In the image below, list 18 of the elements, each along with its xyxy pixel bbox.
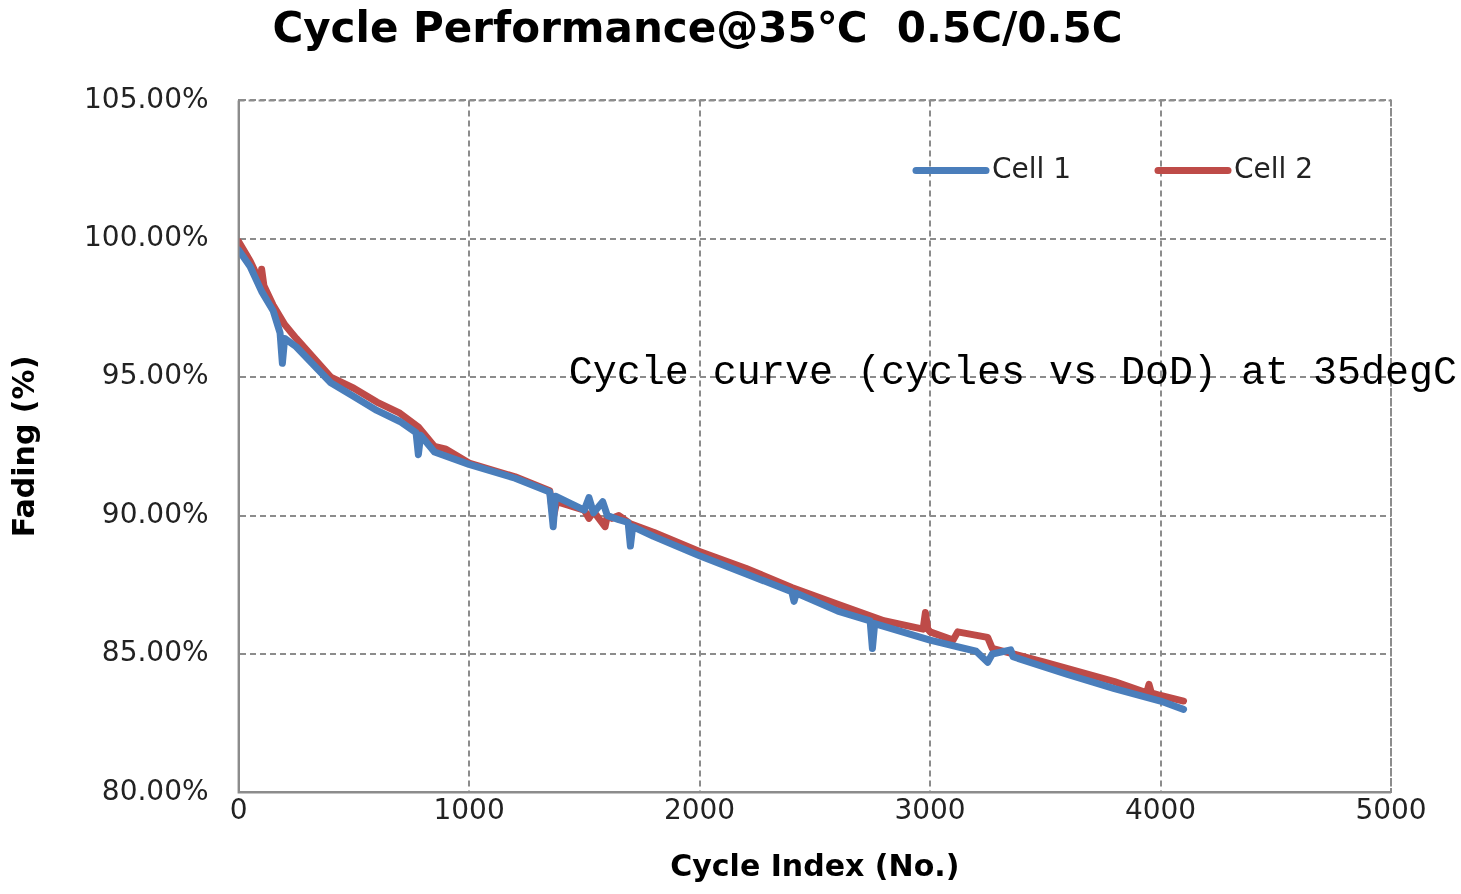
y-tick-label: 105.00% bbox=[84, 81, 209, 115]
x-tick-label: 3000 bbox=[894, 793, 966, 827]
x-axis-title: Cycle Index (No.) bbox=[670, 847, 960, 883]
x-tick-label: 2000 bbox=[663, 793, 736, 827]
x-tick-label: 0 bbox=[229, 793, 248, 827]
x-tick-label: 5000 bbox=[1355, 793, 1427, 827]
x-tick-label: 1000 bbox=[433, 793, 505, 827]
y-tick-label: 90.00% bbox=[101, 496, 209, 530]
chart-title: Cycle Performance@35℃ 0.5C/0.5C bbox=[272, 3, 1123, 53]
x-tick-label: 4000 bbox=[1124, 793, 1197, 827]
y-axis-title: Fading (%) bbox=[5, 355, 41, 538]
y-tick-label: 100.00% bbox=[84, 220, 209, 254]
y-tick-label: 95.00% bbox=[101, 358, 209, 392]
y-tick-label: 80.00% bbox=[101, 773, 209, 807]
y-tick-label: 85.00% bbox=[101, 635, 209, 669]
legend-label: Cell 1 bbox=[992, 151, 1072, 185]
legend-label: Cell 2 bbox=[1234, 151, 1314, 185]
annotation: Cycle curve (cycles vs DoD) at 35degC bbox=[568, 351, 1457, 397]
